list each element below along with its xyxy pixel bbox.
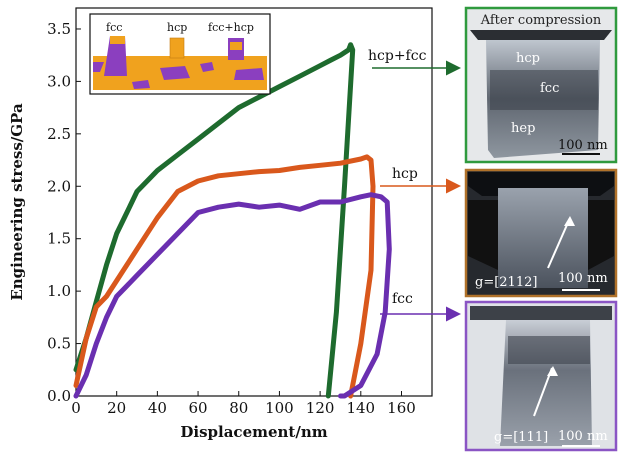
panel1-scale: 100 nm [558,138,608,153]
panel2-scale: 100 nm [558,271,608,286]
x-tick-label: 160 [387,399,416,417]
panel3-scale: 100 nm [558,429,608,444]
x-tick-label: 100 [265,399,294,417]
y-axis-label: Engineering stress/GPa [8,103,26,301]
panel1-title: After compression [480,13,602,28]
x-tick-label: 140 [346,399,375,417]
y-tick-label: 2.5 [47,125,71,143]
x-tick-label: 60 [189,399,208,417]
series-line-hcp-fcc [73,42,356,399]
x-tick-label: 120 [306,399,335,417]
axis-ticks: 0 20 40 60 80 100 120 140 160 0.0 0.5 1.0 1.5 2.0 2.5 3… [47,20,416,417]
inset-schematic: fcc hcp fcc+hcp [89,13,271,95]
y-tick-label: 3.0 [47,72,71,90]
plot-frame [75,7,433,397]
curve-label-fcc: fcc [392,291,413,307]
x-tick-label: 0 [71,399,81,417]
x-tick-label: 40 [148,399,167,417]
tem-panel-3: g=[111] 100 nm [464,300,618,452]
y-tick-label: 1.0 [47,282,71,300]
series-line-fcc [73,192,392,399]
y-tick-label: 2.0 [47,177,71,195]
panel1-phase-fcc: fcc [540,81,559,96]
panel1-phase-hcp: hcp [516,51,540,66]
panel1-phase-hep: hep [511,121,535,136]
y-tick-label: 1.5 [47,230,71,248]
y-tick-label: 3.5 [47,20,71,38]
x-tick-label: 20 [107,399,126,417]
inset-label-fcc: fcc [106,21,122,34]
x-axis-label: Displacement/nm [180,423,327,441]
curve-label-hcp-fcc: hcp+fcc [368,48,427,64]
series-line-hcp [73,154,376,399]
inset-label-hcp: hcp [167,21,187,34]
y-tick-label: 0.5 [47,335,71,353]
panel2-gvector: g=[2112] [475,275,537,290]
panel3-gvector: g=[111] [494,430,548,445]
data-series [73,42,392,399]
tem-panel-1: After compression hcp fcc hep 100 nm [464,6,618,164]
tem-panel-2: g=[2112] 100 nm [464,168,618,298]
panel2-arrow [547,217,571,269]
inset-label-fcc-hcp: fcc+hcp [208,21,254,34]
y-tick-label: 0.0 [47,387,71,405]
x-tick-label: 80 [229,399,248,417]
curve-label-hcp: hcp [392,166,418,182]
